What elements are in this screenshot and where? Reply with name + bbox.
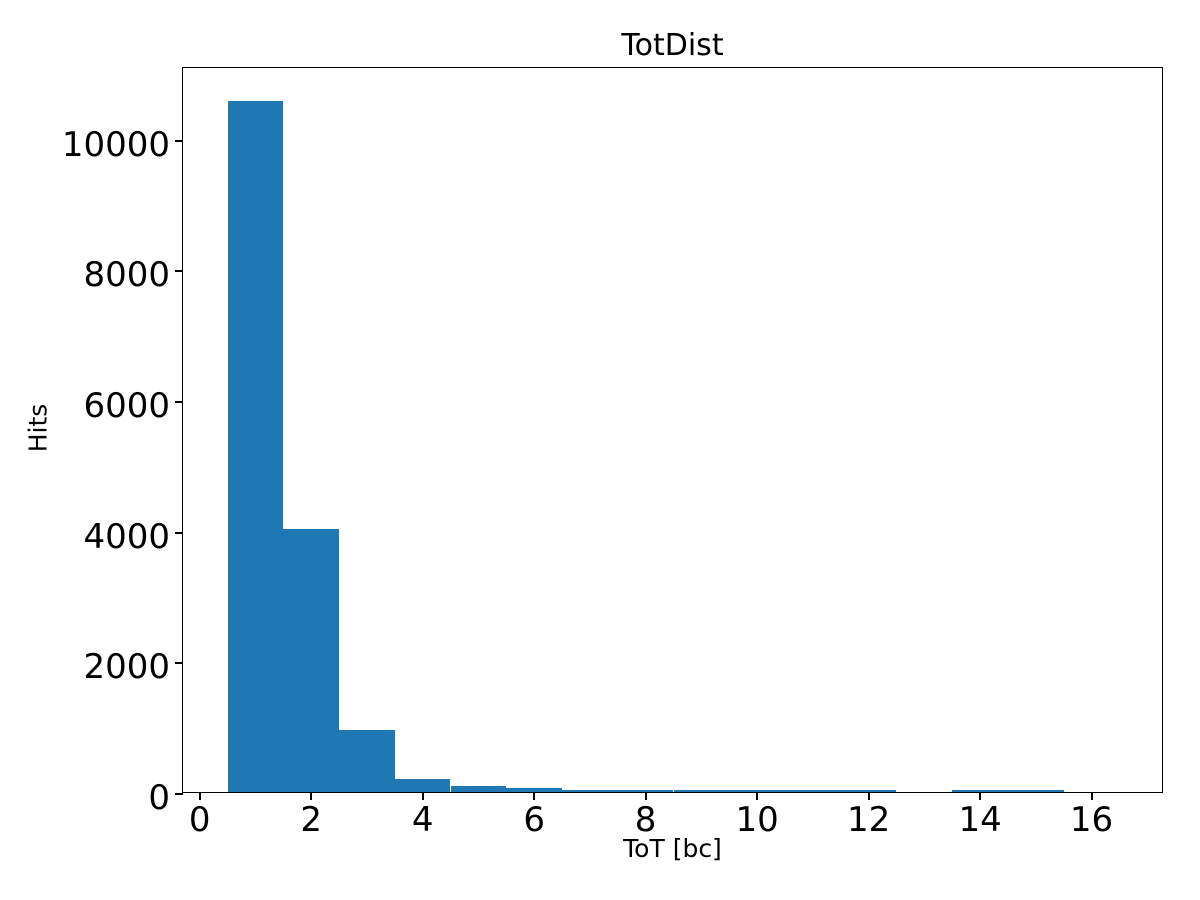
- histogram-bar: [283, 529, 339, 792]
- y-tick-label: 2000: [83, 647, 170, 688]
- x-tick-mark: [198, 792, 201, 800]
- chart-title: TotDist: [621, 28, 724, 63]
- y-tick-label: 6000: [83, 385, 170, 426]
- y-tick-mark: [175, 270, 183, 273]
- histogram-bar: [952, 790, 1008, 792]
- x-tick-mark: [756, 792, 759, 800]
- y-tick-mark: [175, 793, 183, 795]
- y-tick-label: 10000: [61, 124, 170, 165]
- x-tick-mark: [644, 792, 647, 800]
- x-axis-label: ToT [bc]: [623, 834, 722, 863]
- x-tick-mark: [421, 792, 424, 800]
- plot-area: 0 2 4 6 8 10 12 14 16 0 2000 4000 6000 8000 10000 ToT…: [62, 67, 1163, 863]
- histogram-bar: [840, 790, 897, 792]
- x-tick-label: 0: [188, 800, 211, 840]
- histogram-bar: [506, 788, 562, 792]
- histogram-bar: [227, 100, 284, 792]
- histogram-bar: [450, 785, 507, 792]
- x-tick-mark: [310, 792, 313, 800]
- x-tick-label: 2: [300, 800, 322, 840]
- x-tick-label: 14: [958, 800, 1002, 840]
- x-tick-label: 8: [634, 800, 657, 840]
- x-tick-mark: [1090, 792, 1093, 800]
- x-tick-mark: [979, 792, 982, 800]
- x-tick-mark: [533, 792, 536, 800]
- histogram-bar: [673, 790, 730, 792]
- x-tick-label: 6: [523, 800, 545, 840]
- histogram-bar: [617, 790, 674, 792]
- x-tick-label: 4: [411, 800, 434, 840]
- y-tick-label: 0: [148, 778, 170, 818]
- y-tick-mark: [175, 662, 183, 665]
- y-tick-mark: [175, 139, 183, 142]
- x-tick-label: 10: [735, 800, 779, 840]
- histogram-bar: [785, 790, 841, 792]
- histogram-bar: [394, 778, 451, 792]
- histogram-bar: [729, 790, 785, 792]
- x-tick-label: 16: [1069, 800, 1114, 840]
- histogram-bar: [1007, 790, 1064, 792]
- y-tick-label: 4000: [83, 516, 170, 557]
- y-tick-label: 8000: [83, 255, 170, 296]
- histogram-bar: [339, 729, 395, 792]
- histogram-bar: [562, 790, 618, 792]
- x-tick-mark: [867, 792, 870, 800]
- y-tick-mark: [175, 531, 183, 534]
- y-tick-mark: [175, 400, 183, 403]
- x-tick-label: 12: [846, 800, 891, 840]
